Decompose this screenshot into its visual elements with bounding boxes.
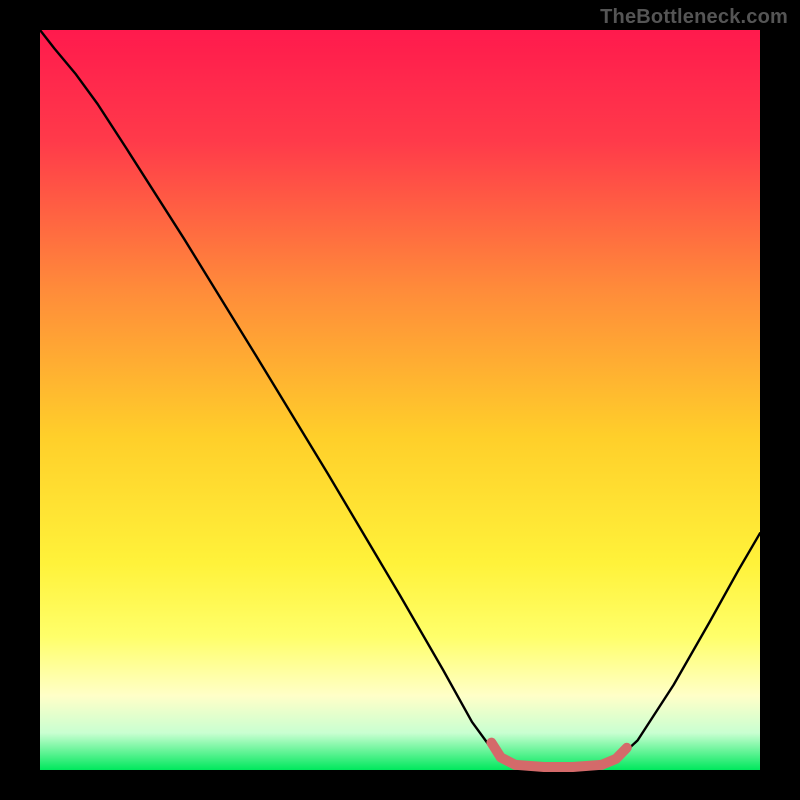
bottleneck-chart	[0, 0, 800, 800]
plot-background	[40, 30, 760, 770]
watermark-text: TheBottleneck.com	[600, 6, 788, 29]
valley-highlight-bottom	[515, 765, 601, 767]
chart-root: TheBottleneck.com	[0, 0, 800, 800]
